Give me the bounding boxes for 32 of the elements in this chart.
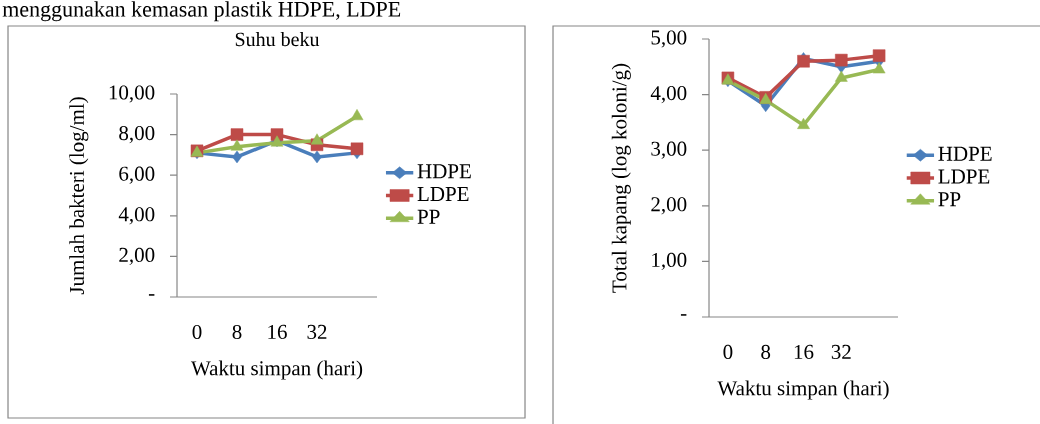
y-tick-label: 4,00: [650, 86, 687, 104]
y-axis-title: Total kapang (log koloni/g): [611, 63, 631, 293]
legend-label: HDPE: [938, 146, 992, 161]
x-axis-title: Waktu simpan (hari): [190, 360, 363, 380]
y-tick-label: -: [680, 314, 687, 316]
y-tick-label: 3,00: [651, 141, 687, 159]
y-tick-label: 1,00: [652, 252, 687, 270]
x-tick-label: 32: [831, 344, 851, 359]
legend-label: LDPE: [417, 187, 469, 201]
x-tick-label: 16: [794, 344, 814, 359]
x-tick-label: 8: [232, 324, 242, 340]
y-tick-label: 2,00: [119, 247, 155, 265]
y-tick-label: 6,00: [119, 166, 155, 184]
x-tick-label: 8: [761, 344, 771, 360]
legend-label: PP: [938, 192, 961, 207]
x-axis-title: Waktu simpan (hari): [717, 380, 889, 400]
y-axis-title: Jumlah bakteri (log/ml): [69, 97, 89, 295]
x-tick-label: 16: [268, 324, 287, 339]
y-tick-label: 10,00: [109, 85, 155, 103]
x-tick-label: 0: [723, 344, 733, 360]
text: menggunakan kemasan plastik HDPE, LDPE: [2, 1, 401, 22]
x-tick-label: 0: [192, 324, 202, 340]
legend-label: HDPE: [417, 164, 471, 179]
y-tick-label: 4,00: [118, 207, 155, 225]
chart-title: Suhu beku: [235, 32, 320, 47]
x-tick-label: 32: [307, 324, 327, 339]
y-tick-label: -: [148, 294, 155, 296]
legend-label: PP: [417, 209, 440, 224]
legend-label: LDPE: [938, 169, 990, 184]
y-tick-label: 2,00: [651, 197, 687, 215]
y-tick-label: 5,00: [651, 30, 687, 48]
y-tick-label: 8,00: [119, 126, 155, 144]
